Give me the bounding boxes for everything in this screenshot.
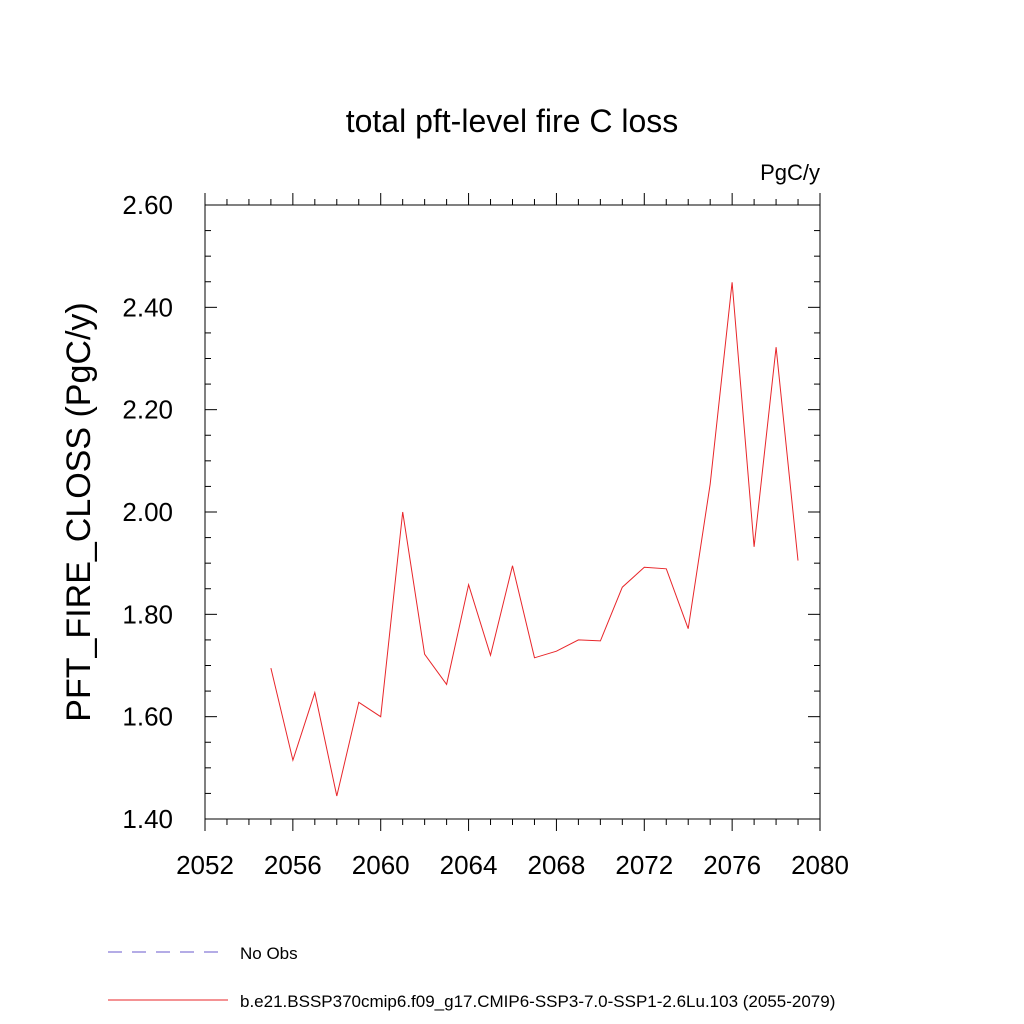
data-point-2065 — [490, 654, 492, 656]
units-label: PgC/y — [760, 160, 820, 185]
data-point-2077 — [753, 546, 755, 548]
plot-area-frame — [204, 204, 821, 820]
x-tick-label: 2076 — [703, 850, 761, 880]
data-point-2060 — [380, 716, 382, 718]
y-tick-label: 1.60 — [122, 702, 173, 732]
data-point-2061 — [402, 511, 404, 513]
data-point-2069 — [577, 639, 579, 641]
data-point-2071 — [621, 586, 623, 588]
axis-tick-labels: 2052 2056 2060 2064 2068 2072 2076 2080 1.40 1.60… — [122, 190, 849, 880]
x-tick-label: 2052 — [176, 850, 234, 880]
series-points — [270, 281, 799, 797]
data-point-2055 — [270, 667, 272, 669]
legend: No Obs b.e21.BSSP370cmip6.f09_g17.CMIP6-… — [108, 944, 835, 1011]
legend-label-no-obs: No Obs — [240, 944, 298, 963]
data-point-2070 — [599, 640, 601, 642]
x-tick-label: 2056 — [264, 850, 322, 880]
x-tick-label: 2068 — [528, 850, 586, 880]
data-point-2067 — [533, 657, 535, 659]
data-point-2074 — [687, 628, 689, 630]
data-point-2057 — [314, 692, 316, 694]
data-point-2063 — [446, 683, 448, 685]
data-point-2056 — [292, 759, 294, 761]
data-point-2058 — [336, 795, 338, 797]
y-tick-label: 1.40 — [122, 804, 173, 834]
data-point-2072 — [643, 566, 645, 568]
x-tick-label: 2060 — [352, 850, 410, 880]
chart-title: total pft-level fire C loss — [346, 103, 679, 139]
data-point-2066 — [512, 565, 514, 567]
y-tick-label: 2.40 — [122, 292, 173, 322]
y-tick-label: 2.20 — [122, 395, 173, 425]
data-point-2079 — [797, 560, 799, 562]
data-point-2064 — [468, 584, 470, 586]
y-tick-label: 2.00 — [122, 497, 173, 527]
x-tick-label: 2072 — [615, 850, 673, 880]
y-tick-label: 2.60 — [122, 190, 173, 220]
data-point-2062 — [424, 653, 426, 655]
data-point-2068 — [555, 650, 557, 652]
y-axis-label: PFT_FIRE_CLOSS (PgC/y) — [60, 302, 98, 721]
data-point-2073 — [665, 568, 667, 570]
axis-ticks — [204, 193, 821, 831]
data-point-2075 — [709, 483, 711, 485]
data-point-2076 — [731, 281, 733, 283]
x-tick-label: 2080 — [791, 850, 849, 880]
series-line — [270, 282, 799, 797]
data-point-2078 — [775, 346, 777, 348]
x-tick-label: 2064 — [440, 850, 498, 880]
legend-label-model-run: b.e21.BSSP370cmip6.f09_g17.CMIP6-SSP3-7.… — [240, 992, 835, 1011]
y-tick-label: 1.80 — [122, 599, 173, 629]
data-point-2059 — [358, 701, 360, 703]
